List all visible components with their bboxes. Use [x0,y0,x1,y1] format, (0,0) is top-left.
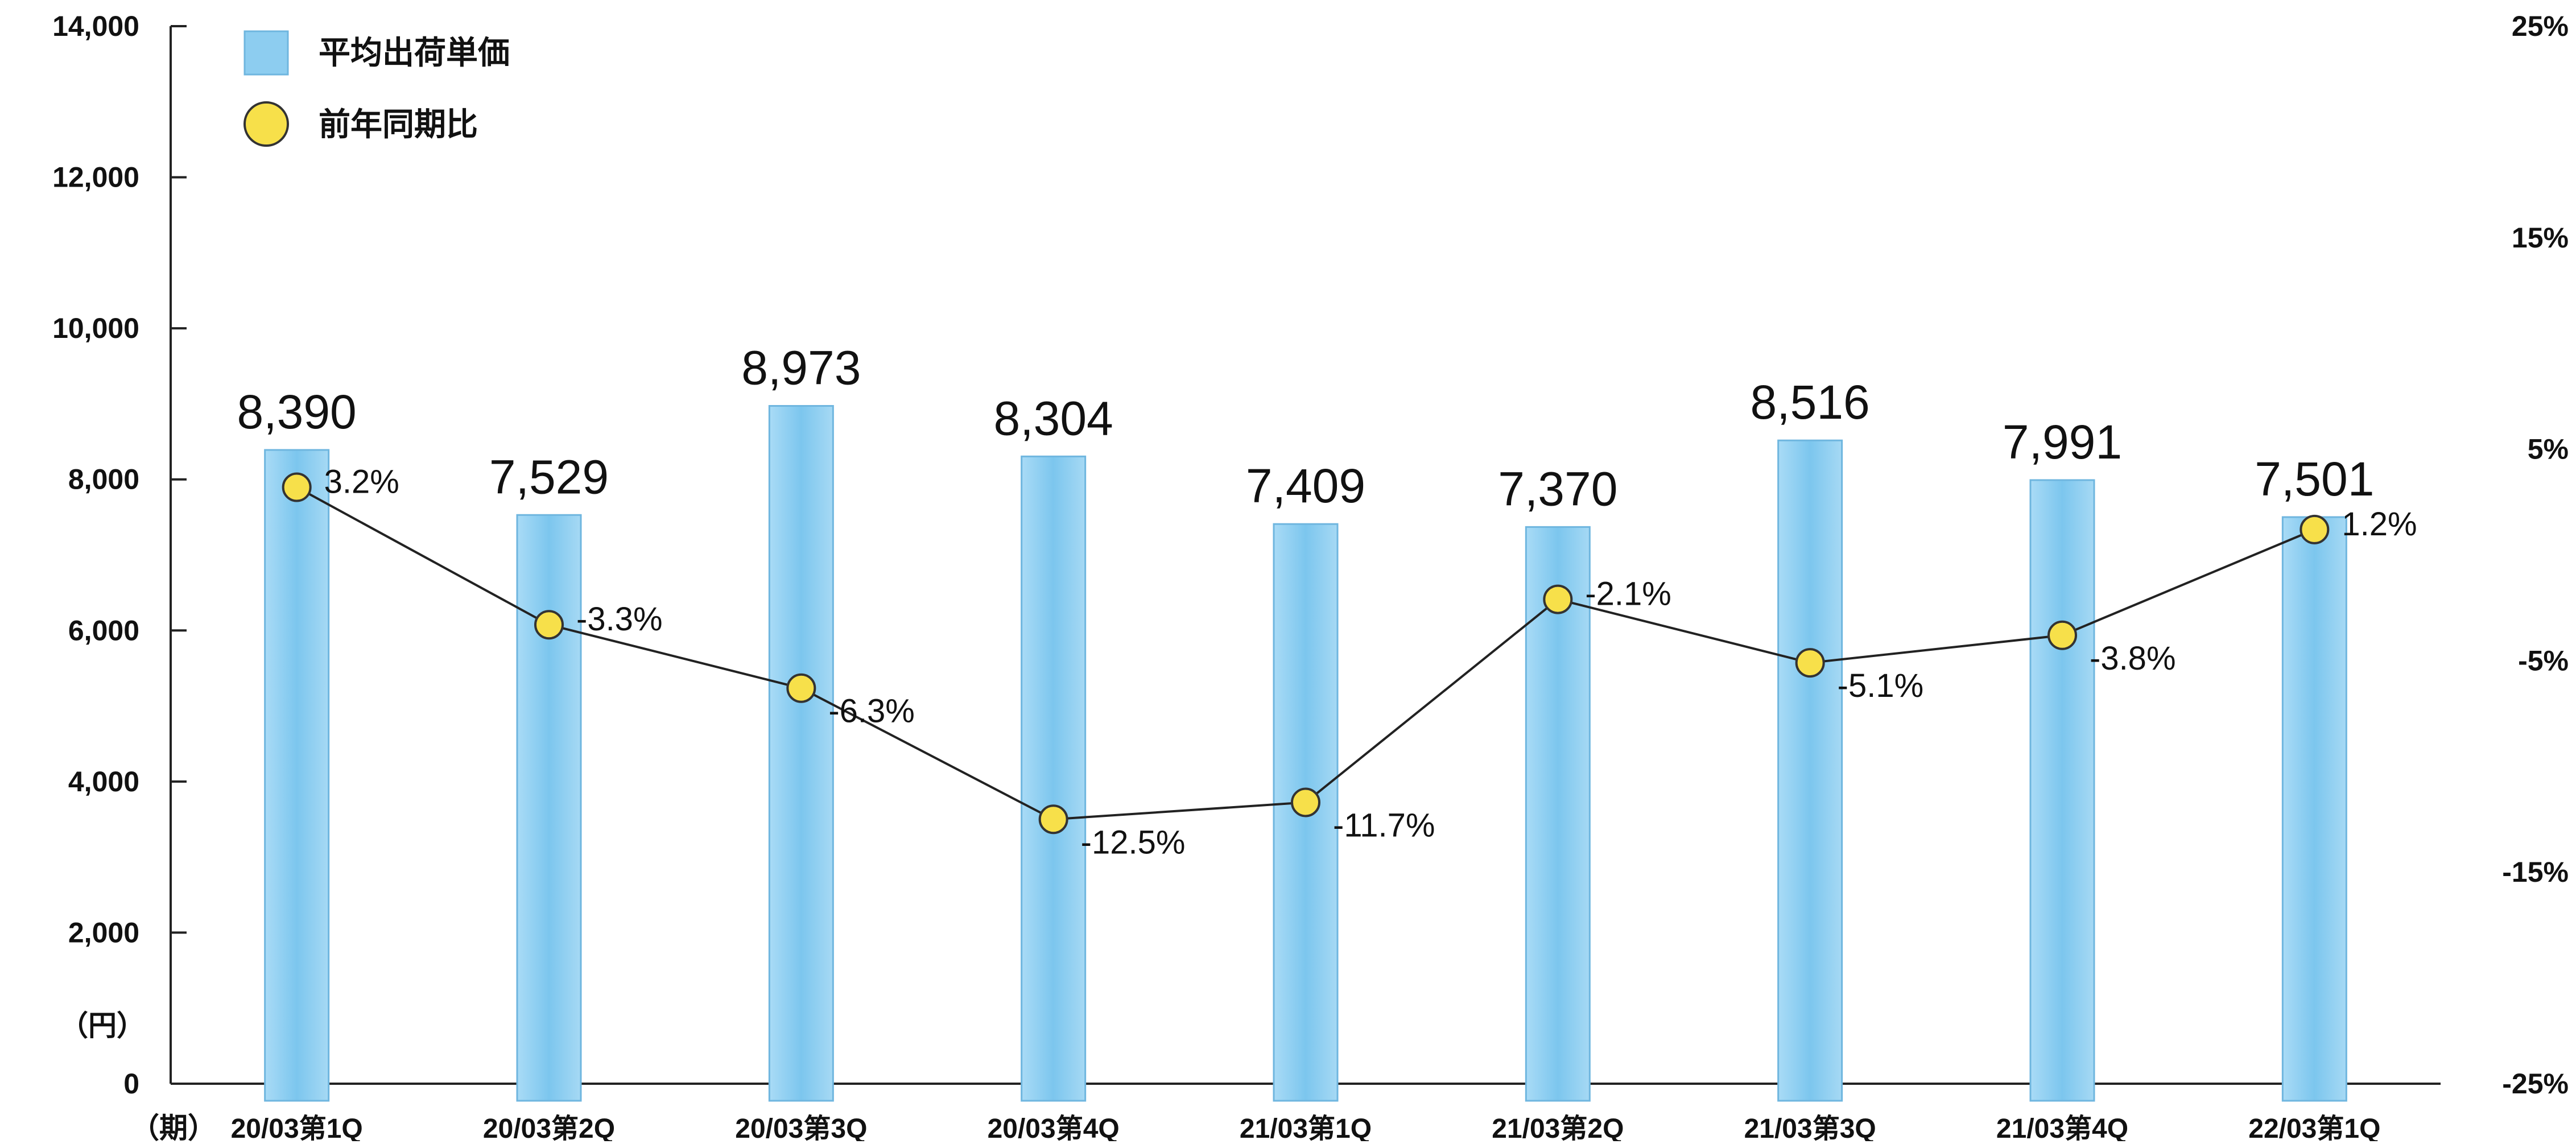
y-left-unit: （円） [60,1010,145,1042]
yoy-value-label: 3.2% [324,464,399,501]
yoy-marker [1038,804,1068,835]
yoy-marker [534,610,564,640]
legend: 平均出荷単価 前年同期比 [243,30,510,147]
bar [1021,455,1087,1102]
bar-value-label: 8,516 [1751,375,1870,429]
y-right-tick-label: 15% [2512,222,2569,254]
yoy-marker [1543,584,1573,614]
y-right-tick-label: 25% [2512,10,2569,42]
bar [2281,516,2347,1102]
yoy-value-label: -11.7% [1333,807,1435,844]
bar [1777,439,1843,1102]
x-tick-label: 20/03第2Q [483,1114,615,1141]
x-unit: （期） [131,1112,216,1141]
bar [264,449,330,1102]
x-tick-label: 21/03第4Q [1996,1114,2128,1141]
yoy-value-label: -6.3% [828,693,915,730]
legend-bar-swatch [243,30,289,76]
y-left-tick-label: 0 [123,1068,139,1100]
yoy-marker [2300,514,2330,544]
yoy-value-label: -3.8% [2090,640,2176,677]
bar-value-label: 7,409 [1246,459,1365,513]
yoy-value-label: -3.3% [576,601,663,638]
yoy-value-label: -2.1% [1585,576,1671,613]
x-tick-label: 22/03第1Q [2248,1114,2380,1141]
x-tick-label: 21/03第2Q [1492,1114,1624,1141]
yoy-value-label: 1.2% [2342,506,2417,543]
y-left-tick-label: 8,000 [68,464,139,495]
legend-bar-label: 平均出荷単価 [319,35,510,71]
bar-value-label: 8,390 [237,385,357,439]
y-left-tick-label: 4,000 [68,766,139,798]
yoy-value-label: -5.1% [1838,667,1924,704]
bar [2029,479,2095,1102]
y-left-tick-label: 12,000 [52,162,139,193]
bar [768,405,834,1102]
y-left-tick-label: 6,000 [68,614,139,646]
y-left-tick-label: 14,000 [52,10,139,42]
axes: 0 2,000 4,000 6,000 8,000 10,000 12,000 14,000 -… [52,10,2569,1144]
y-left-tick-label: 2,000 [68,916,139,948]
bar-value-label: 8,973 [741,341,861,395]
yoy-marker [1291,787,1320,817]
y-left-tick-label: 10,000 [52,312,139,344]
bar-value-label: 7,529 [489,450,609,503]
yoy-marker [1795,648,1825,678]
legend-line-marker [243,101,289,147]
bar [1525,526,1591,1102]
x-tick-label: 20/03第4Q [988,1114,1120,1141]
x-tick-label: 20/03第3Q [735,1114,867,1141]
x-tick-label: 20/03第1Q [231,1114,363,1141]
yoy-value-label: -12.5% [1081,824,1186,861]
y-right-tick-label: 5% [2528,433,2569,465]
x-tick-label: 21/03第3Q [1744,1114,1876,1141]
bar-value-label: 7,501 [2255,452,2374,506]
y-right-tick-label: -5% [2518,645,2569,676]
yoy-marker [2047,620,2077,650]
line-series [282,472,2330,835]
labels: 8,390 7,529 8,973 8,304 7,409 7,370 8,516 7,991… [237,341,2417,861]
bar-value-label: 7,991 [2003,415,2122,469]
y-right-tick-label: -15% [2502,856,2569,888]
y-right-tick-label: -25% [2502,1068,2569,1100]
x-tick-label: 21/03第1Q [1240,1114,1372,1141]
yoy-marker [786,673,816,703]
legend-line-label: 前年同期比 [319,106,478,142]
bar-value-label: 7,370 [1498,462,1617,515]
yoy-marker [282,472,312,502]
bar-value-label: 8,304 [994,391,1113,445]
bar [516,514,582,1102]
